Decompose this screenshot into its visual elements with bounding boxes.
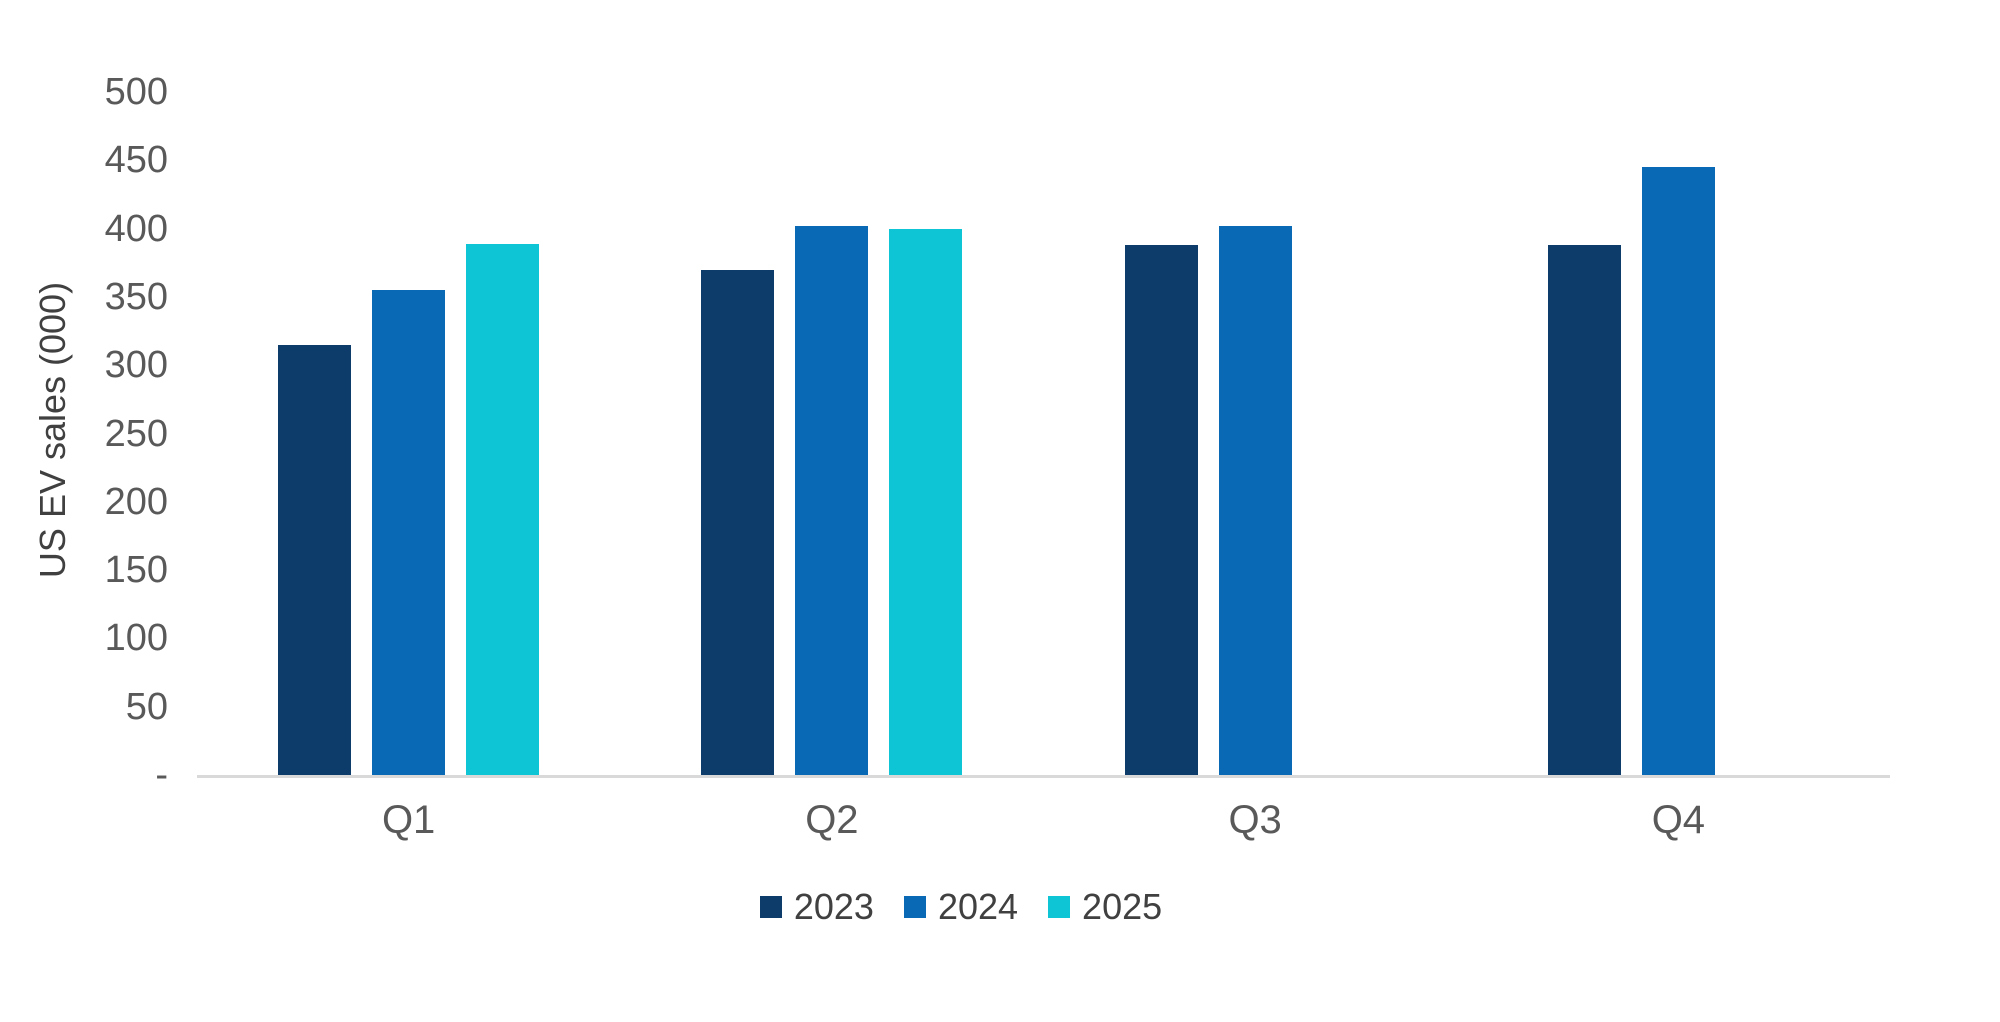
plot-area — [197, 92, 1890, 775]
legend-swatch-icon-2024 — [903, 896, 926, 918]
x-axis-line — [197, 775, 1890, 778]
y-axis-tick-100: 100 — [104, 617, 168, 660]
bar-group-q4 — [1467, 92, 1890, 775]
legend-label-2025: 2025 — [1082, 886, 1163, 927]
bar-2023-q1 — [278, 345, 352, 775]
bar-group-q3 — [1044, 92, 1467, 775]
bar-2023-q3 — [1124, 245, 1198, 775]
y-axis-tick-500: 500 — [104, 71, 168, 113]
bar-2024-q1 — [372, 290, 446, 775]
legend-swatch-icon-2025 — [1048, 896, 1071, 918]
x-axis-label-q1: Q1 — [381, 798, 436, 842]
y-axis-tick-50: 50 — [125, 685, 168, 728]
bar-2024-q3 — [1218, 226, 1292, 775]
x-axis-label-q3: Q3 — [1228, 798, 1282, 842]
y-axis-tick-250: 250 — [104, 412, 168, 455]
bar-2023-q2 — [701, 270, 775, 775]
y-axis-tick-350: 350 — [104, 275, 168, 318]
legend-item-2023: 2023 — [759, 884, 874, 930]
legend-label-2023: 2023 — [793, 886, 874, 927]
y-axis-tick-200: 200 — [104, 480, 168, 523]
y-axis-tick-400: 400 — [104, 207, 168, 250]
legend-item-2025: 2025 — [1048, 884, 1162, 930]
legend-label-2024: 2024 — [937, 886, 1019, 927]
x-axis-labels: Q1 Q2 Q3 Q4 — [197, 797, 1890, 843]
y-axis-tick-0: - — [155, 754, 168, 796]
bar-2025-q2 — [889, 229, 963, 775]
bar-2024-q4 — [1641, 167, 1715, 775]
bar-2023-q4 — [1547, 245, 1621, 775]
bar-2025-q1 — [466, 244, 540, 775]
bar-2024-q2 — [795, 226, 869, 775]
bar-group-q1 — [197, 92, 620, 775]
x-axis-label-q4: Q4 — [1651, 798, 1706, 842]
x-axis-label-q2: Q2 — [805, 798, 859, 842]
y-axis-tick-450: 450 — [104, 139, 168, 182]
y-axis-tick-150: 150 — [104, 549, 168, 592]
y-axis-tick-300: 300 — [104, 344, 168, 387]
bar-group-q2 — [620, 92, 1043, 775]
legend: 2023 2024 2025 — [0, 884, 1922, 930]
legend-swatch-icon-2023 — [759, 896, 782, 918]
legend-item-2024: 2024 — [903, 884, 1019, 930]
